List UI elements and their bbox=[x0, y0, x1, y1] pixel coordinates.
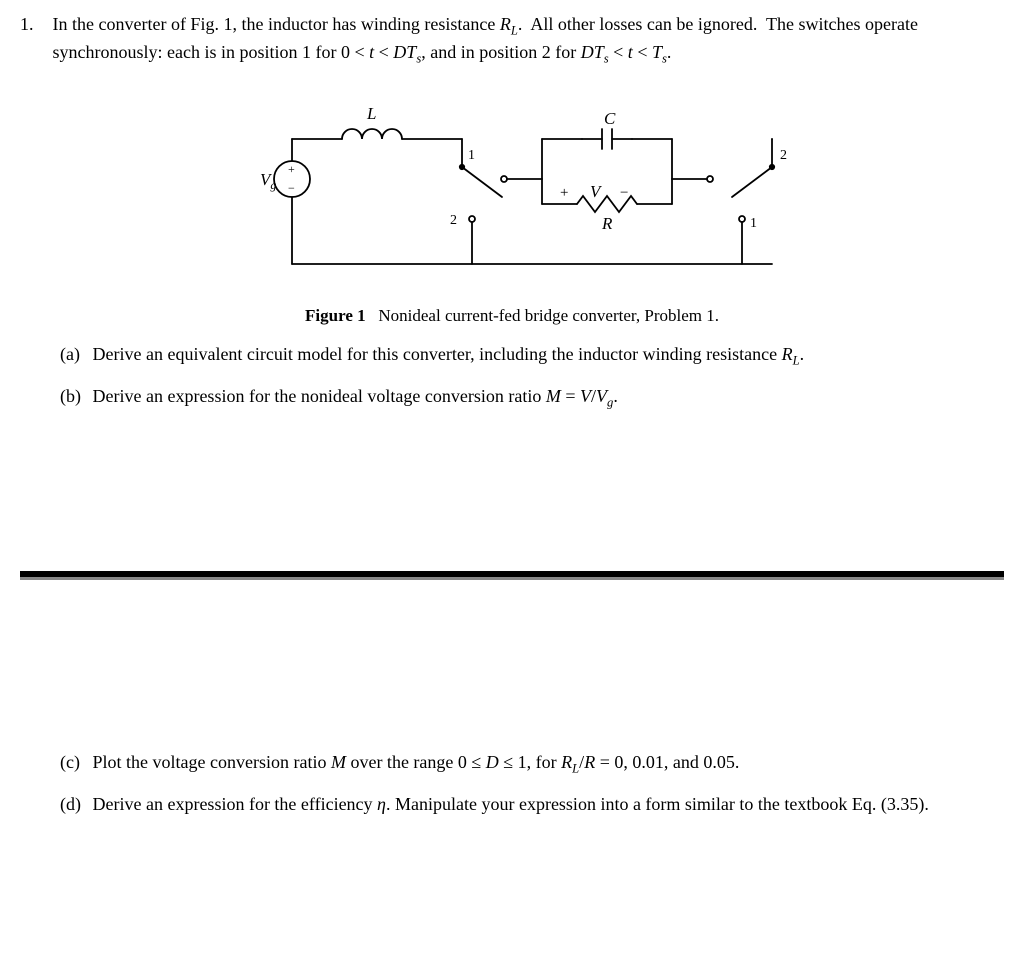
right-sw-pos1: 1 bbox=[750, 216, 757, 231]
right-sw-pos2: 2 bbox=[780, 148, 787, 163]
label-C: C bbox=[604, 109, 616, 128]
load-plus: + bbox=[560, 185, 568, 201]
problem-intro: In the converter of Fig. 1, the inductor… bbox=[53, 12, 993, 67]
part-d: (d) Derive an expression for the efficie… bbox=[60, 792, 1004, 816]
left-sw-pos2: 2 bbox=[450, 213, 457, 228]
source-plus: + bbox=[288, 162, 295, 176]
part-a-label: (a) bbox=[60, 342, 88, 366]
part-a: (a) Derive an equivalent circuit model f… bbox=[60, 342, 1004, 370]
figure-1: L C R Vg + − + V − 1 2 2 1 Figure 1 Noni… bbox=[20, 89, 1004, 328]
part-c-text: Plot the voltage conversion ratio M over… bbox=[93, 750, 993, 778]
figure-caption: Figure 1 Nonideal current-fed bridge con… bbox=[20, 305, 1004, 328]
problem-block: 1. In the converter of Fig. 1, the induc… bbox=[20, 12, 1004, 67]
section-divider bbox=[20, 571, 1004, 580]
source-minus: − bbox=[288, 181, 295, 195]
figure-label: Figure 1 bbox=[305, 306, 366, 325]
part-b-label: (b) bbox=[60, 384, 88, 408]
label-V: V bbox=[590, 182, 603, 201]
problem-number: 1. bbox=[20, 12, 48, 36]
part-b-text: Derive an expression for the nonideal vo… bbox=[93, 384, 993, 412]
label-L: L bbox=[366, 104, 376, 123]
circuit-diagram: L C R Vg + − + V − 1 2 2 1 bbox=[232, 89, 792, 289]
part-d-label: (d) bbox=[60, 792, 88, 816]
part-a-text: Derive an equivalent circuit model for t… bbox=[93, 342, 993, 370]
label-R: R bbox=[601, 214, 613, 233]
part-c: (c) Plot the voltage conversion ratio M … bbox=[60, 750, 1004, 778]
left-sw-pos1: 1 bbox=[468, 148, 475, 163]
part-b: (b) Derive an expression for the nonidea… bbox=[60, 384, 1004, 412]
label-Vg: Vg bbox=[260, 170, 276, 192]
part-c-label: (c) bbox=[60, 750, 88, 774]
part-d-text: Derive an expression for the efficiency … bbox=[93, 792, 993, 816]
figure-caption-text: Nonideal current-fed bridge converter, P… bbox=[378, 306, 719, 325]
load-minus: − bbox=[620, 185, 628, 201]
